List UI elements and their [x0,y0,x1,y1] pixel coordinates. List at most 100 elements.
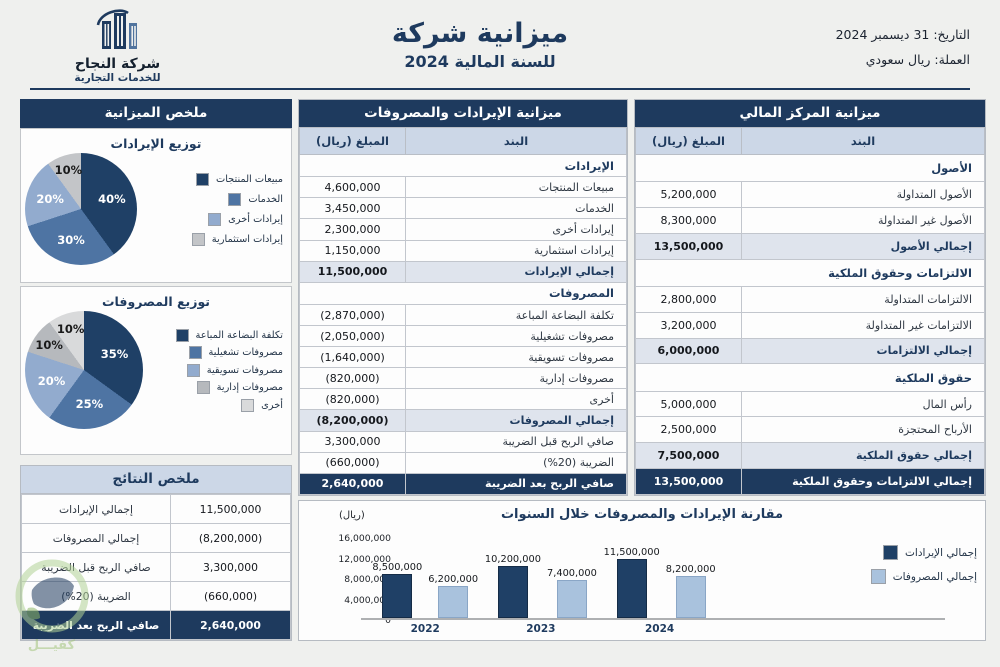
amount-value-cell: 5,000,000 [635,390,742,418]
bar [675,576,706,618]
chart-legend-item: إجمالي المصروفات [837,569,977,584]
bar-value-label: 8,200,000 [665,564,716,575]
amount-value-cell: (820,000) [299,367,406,390]
bar-value-label: 10,200,000 [484,554,541,565]
legend-item: مبيعات المنتجات [137,172,283,186]
amount-value-cell: 8,300,000 [635,207,742,234]
legend-swatch [208,212,222,226]
table-title: ميزانية المركز المالي [635,100,985,127]
amount-value-cell: 4,600,000 [299,176,406,199]
amount-value-cell: (2,050,000) [299,325,406,348]
company-name: شركة النجاح [74,55,161,72]
pie-percent-label: 30% [57,232,85,247]
item-label-cell: صافي الربح بعد الضريبة [405,472,627,496]
financial-table: البند المبلغ (ريال) الأصول الأصول المتداولة… [635,127,985,495]
item-column-header: البند [741,127,985,155]
amount-value-cell: 5,200,000 [635,181,742,209]
y-axis-tick-label: 8,000,000 [344,574,391,585]
item-label-cell: الأصول المتداولة [741,181,985,209]
legend-swatch [196,381,210,394]
pie-percent-label: 10% [56,322,85,337]
legend-item: الخدمات [137,192,283,206]
item-label-cell: الخدمات [405,197,627,220]
page-subtitle: للسنة المالية 2024 [404,51,556,71]
pie-percent-label: 25% [75,396,104,411]
table-row: الإيرادات [299,153,627,178]
x-axis-year-label: 2024 [644,623,675,635]
table-row: إجمالي الالتزامات وحقوق الملكية 13,500,00… [635,468,985,495]
item-label-cell: رأس المال [741,390,985,418]
table-row: الأصول [635,153,985,183]
table-row: إجمالي الأصول 13,500,000 [635,232,985,260]
table-row: 11,500,000 إجمالي الإيرادات [21,494,291,524]
amount-value-cell: 2,640,000 [299,472,406,496]
amount-value-cell: 3,200,000 [635,311,742,339]
amount-value-cell: (2,870,000) [299,303,406,327]
item-label-cell: صافي الربح بعد الضريبة [21,610,171,640]
item-label-cell: الالتزامات المتداولة [741,285,985,313]
legend-item: أخرى [143,398,283,412]
y-axis-tick-label: 16,000,000 [338,533,391,544]
table-row: الضريبة (20%) (660,000) [299,451,627,474]
pie-percent-label: 10% [35,337,63,352]
expense-pie-title: توزيع المصروفات [102,294,210,309]
item-label-cell: إجمالي حقوق الملكية [741,442,985,470]
legend-label: مصروفات تسويقية [206,364,283,376]
plot-area: 8,500,000 6,200,000 2022 10,200,000 7,400,00… [361,536,945,635]
amount-value-cell: 2,800,000 [635,285,742,313]
amount-value-cell: 3,300,000 [299,430,406,453]
bar [438,586,469,618]
item-label-cell: مصروفات إدارية [405,367,627,390]
table-row: مصروفات إدارية (820,000) [299,367,627,390]
chart-legend-swatch [870,569,886,584]
x-axis-year-label: 2023 [526,623,556,635]
amount-value-cell: 6,000,000 [635,337,742,365]
bar-groups: 8,500,000 6,200,000 2022 10,200,000 7,400,00… [369,536,719,635]
table-row: الالتزامات المتداولة 2,800,000 [635,285,985,313]
item-label-cell: الأصول غير المتداولة [741,207,985,234]
section-label-cell: المصروفات [299,281,627,306]
pie-percent-label: 35% [100,347,129,362]
bar [497,566,528,618]
table-row: صافي الربح بعد الضريبة 2,640,000 [299,472,627,496]
legend-label: مبيعات المنتجات [215,173,283,185]
x-axis-year-label: 2022 [410,623,440,635]
amount-value-cell: 2,640,000 [170,610,291,640]
revenue-pie-title: توزيع الإيرادات [110,136,202,151]
section-label-cell: الالتزامات وحقوق الملكية [635,258,985,287]
bar-value-label: 7,400,000 [546,568,597,579]
item-label-cell: إجمالي الأصول [741,232,985,260]
item-column-header: البند [405,127,627,155]
date-label: التاريخ: 31 ديسمبر 2024 [835,27,970,42]
legend-label: مصروفات إدارية [216,382,283,393]
table-row: أخرى (820,000) [299,388,627,411]
amount-value-cell: 11,500,000 [299,260,406,283]
item-label-cell: مصروفات تسويقية [405,346,627,369]
amount-value-cell: 1,150,000 [299,239,406,262]
bar-with-label: 11,500,000 [604,536,660,618]
item-label-cell: إجمالي الإيرادات [405,260,627,283]
table-row: مصروفات تسويقية (1,640,000) [299,346,627,369]
chart-legend-swatch [883,545,899,560]
bar-value-label: 8,500,000 [372,562,423,573]
table-row: الأصول غير المتداولة 8,300,000 [635,207,985,234]
amount-value-cell: (1,640,000) [299,346,406,369]
chart-legend-label: إجمالي الإيرادات [905,546,977,559]
y-axis: 0 4,000,000 8,000,000 12,000,000 16,000,000 [325,533,391,626]
table-row: مصروفات تشغيلية (2,050,000) [299,325,627,348]
item-label-cell: إيرادات أخرى [405,218,627,241]
table-row: إجمالي المصروفات (8,200,000) [299,409,627,432]
table-row: مبيعات المنتجات 4,600,000 [299,176,627,199]
column-header-row: البند المبلغ (ريال) [635,127,985,155]
legend-swatch [188,346,202,359]
amount-value-cell: 13,500,000 [635,468,742,495]
revenue-pie-chart: 40% 30% 20% 10% [25,153,137,265]
main-content: ميزانية المركز المالي البند المبلغ (ريال) ا… [0,90,1000,641]
bar-with-label: 8,500,000 [372,536,422,618]
bar-chart-title: مقارنة الإيرادات والمصروفات خلال السنوات [500,507,784,522]
table-row: (660,000) الضريبة (20%) [21,581,291,611]
y-axis-tick-label: 12,000,000 [338,553,391,565]
bar-group: 8,500,000 6,200,000 2022 [372,536,478,635]
table-row: المصروفات [299,281,627,306]
